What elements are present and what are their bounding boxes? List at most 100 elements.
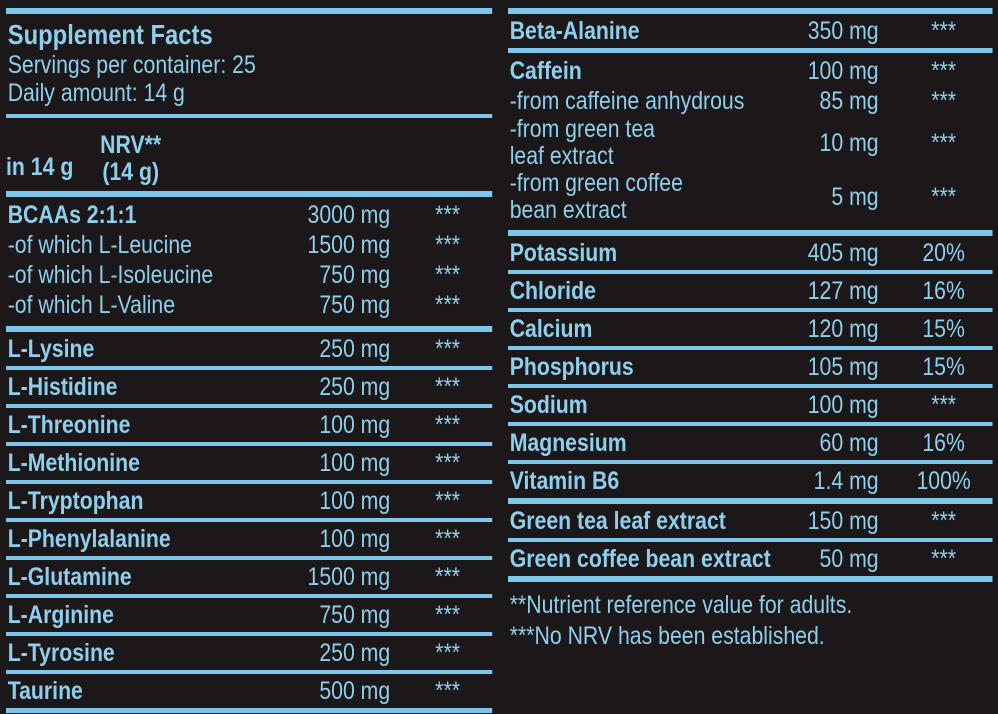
amount-value: 1500 mg bbox=[307, 562, 391, 591]
amount-value: 100 mg bbox=[807, 56, 879, 85]
amount-value: 100 mg bbox=[319, 448, 391, 477]
amount-value: 1.4 mg bbox=[813, 466, 879, 495]
amount-value: 50 mg bbox=[819, 544, 879, 573]
caffein-group: Caffein 100 mg *** -from caffeine anhydr… bbox=[508, 53, 993, 236]
nrv-value: *** bbox=[931, 544, 957, 573]
ingredient-name: BCAAs 2:1:1 bbox=[7, 200, 137, 229]
table-row: Potassium 405 mg 20% bbox=[508, 236, 993, 274]
amount-value: 250 mg bbox=[319, 372, 391, 401]
table-row: Vitamin B6 1.4 mg 100% bbox=[508, 464, 993, 504]
amount-value: 250 mg bbox=[319, 334, 391, 363]
nrv-value: *** bbox=[435, 486, 460, 515]
nrv-value: *** bbox=[931, 56, 957, 85]
table-row: Magnesium 60 mg 16% bbox=[508, 426, 993, 464]
nrv-value: *** bbox=[435, 334, 460, 363]
nrv-value: *** bbox=[435, 562, 460, 591]
amount-value: 350 mg bbox=[807, 16, 879, 45]
nrv-value: 100% bbox=[916, 466, 971, 495]
table-row: Green coffee bean extract 50 mg *** bbox=[508, 542, 993, 582]
nrv-value: *** bbox=[435, 448, 460, 477]
ingredient-name: Magnesium bbox=[509, 428, 627, 457]
amount-value: 120 mg bbox=[807, 314, 879, 343]
nrv-value: *** bbox=[931, 182, 957, 211]
nrv-value: *** bbox=[931, 506, 957, 535]
footnote-nrv-reference: **Nutrient reference value for adults. bbox=[509, 591, 853, 619]
ingredient-name: Phosphorus bbox=[509, 352, 634, 381]
table-row: L-Arginine 750 mg *** bbox=[6, 598, 493, 636]
nrv-value: *** bbox=[435, 290, 460, 319]
ingredient-name: -from green tea leaf extract bbox=[508, 116, 655, 170]
ingredient-name: -from green coffee bean extract bbox=[508, 170, 683, 224]
column-header-nrv: NRV** (14 g) bbox=[86, 132, 175, 191]
nrv-value: 15% bbox=[922, 352, 965, 381]
amount-value: 10 mg bbox=[819, 128, 879, 157]
ingredient-name: -from caffeine anhydrous bbox=[509, 86, 745, 115]
bcaa-group: BCAAs 2:1:1 3000 mg *** -of which L-Leuc… bbox=[6, 197, 493, 332]
amount-value: 100 mg bbox=[319, 524, 391, 553]
servings-text: Servings per container: 25 bbox=[7, 51, 256, 79]
label-intro: Supplement Facts Servings per container:… bbox=[6, 14, 493, 118]
ingredient-name: L-Tryptophan bbox=[7, 486, 144, 515]
table-row: L-Lysine 250 mg *** bbox=[6, 332, 493, 370]
table-row: Chloride 127 mg 16% bbox=[508, 274, 993, 312]
nrv-value: *** bbox=[931, 16, 957, 45]
nrv-value: 16% bbox=[922, 276, 965, 305]
table-row: L-Phenylalanine 100 mg *** bbox=[6, 522, 493, 560]
ingredient-name: L-Lysine bbox=[7, 334, 95, 363]
table-row: L-Glutamine 1500 mg *** bbox=[6, 560, 493, 598]
table-row: BCAAs 2:1:1 3000 mg *** bbox=[6, 200, 492, 230]
left-column: Supplement Facts Servings per container:… bbox=[6, 8, 493, 713]
amount-value: 100 mg bbox=[319, 486, 391, 515]
table-row: -of which L-Isoleucine 750 mg *** bbox=[6, 260, 492, 290]
page-title: Supplement Facts bbox=[7, 19, 213, 50]
table-row: -from green tea leaf extract 10 mg *** bbox=[508, 116, 993, 170]
footnotes: **Nutrient reference value for adults. *… bbox=[508, 582, 993, 652]
ingredient-name: L-Arginine bbox=[7, 600, 114, 629]
nrv-value: *** bbox=[931, 86, 957, 115]
amount-value: 5 mg bbox=[831, 182, 879, 211]
amount-value: 250 mg bbox=[319, 638, 391, 667]
nrv-value: 16% bbox=[922, 428, 965, 457]
column-header-amount: in 14 g bbox=[6, 153, 74, 181]
table-row: Beta-Alanine 350 mg *** bbox=[508, 14, 993, 53]
amount-value: 750 mg bbox=[319, 260, 391, 289]
amount-value: 60 mg bbox=[819, 428, 879, 457]
ingredient-name: Taurine bbox=[7, 676, 83, 705]
ingredient-name: -of which L-Leucine bbox=[7, 230, 192, 259]
table-row: L-Methionine 100 mg *** bbox=[6, 446, 493, 484]
nrv-value: *** bbox=[435, 410, 460, 439]
nrv-value: *** bbox=[435, 200, 460, 229]
ingredient-name-line2: leaf extract bbox=[509, 142, 614, 170]
nrv-value: *** bbox=[435, 638, 460, 667]
ingredient-name: Vitamin B6 bbox=[509, 466, 620, 495]
table-row: L-Histidine 250 mg *** bbox=[6, 370, 493, 408]
nrv-value: *** bbox=[435, 230, 460, 259]
amount-value: 750 mg bbox=[319, 290, 391, 319]
nrv-value: *** bbox=[931, 390, 957, 419]
nrv-value: *** bbox=[435, 372, 460, 401]
amount-value: 750 mg bbox=[319, 600, 391, 629]
ingredient-name: -of which L-Valine bbox=[7, 290, 176, 319]
amount-value: 500 mg bbox=[319, 676, 391, 705]
ingredient-name: Green tea leaf extract bbox=[509, 506, 726, 535]
ingredient-name: L-Threonine bbox=[7, 410, 131, 439]
ingredient-name: -of which L-Isoleucine bbox=[7, 260, 214, 289]
ingredient-name-line1: -from green coffee bbox=[509, 169, 683, 197]
table-row: Sodium 100 mg *** bbox=[508, 388, 993, 426]
table-row: L-Tryptophan 100 mg *** bbox=[6, 484, 493, 522]
nrv-value: *** bbox=[931, 128, 957, 157]
amount-value: 100 mg bbox=[807, 390, 879, 419]
ingredient-name-line1: -from green tea bbox=[509, 115, 655, 143]
amount-value: 1500 mg bbox=[307, 230, 391, 259]
nrv-value: 20% bbox=[922, 238, 965, 267]
table-row: -of which L-Valine 750 mg *** bbox=[6, 290, 492, 320]
amount-value: 3000 mg bbox=[307, 200, 391, 229]
amount-value: 105 mg bbox=[807, 352, 879, 381]
amount-value: 150 mg bbox=[807, 506, 879, 535]
amount-value: 127 mg bbox=[807, 276, 879, 305]
column-header-nrv-line1: NRV** bbox=[100, 131, 162, 159]
ingredient-name: L-Methionine bbox=[7, 448, 140, 477]
nrv-value: *** bbox=[435, 524, 460, 553]
amount-value: 405 mg bbox=[807, 238, 879, 267]
